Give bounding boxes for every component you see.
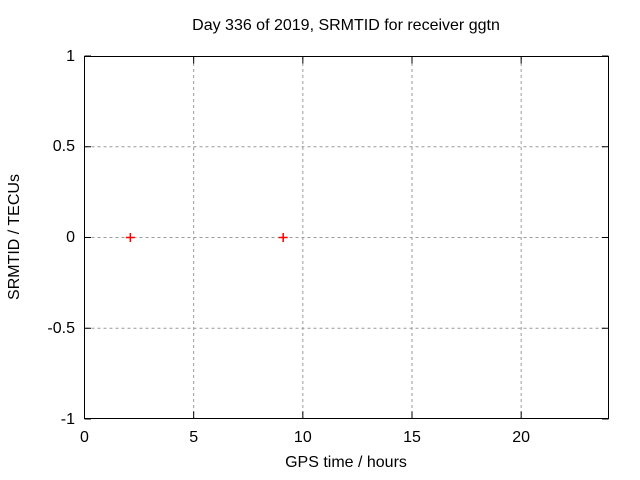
x-tick-label: 15 [403,429,421,446]
x-tick-label: 20 [512,429,531,446]
y-tick-label: -0.5 [47,319,75,337]
data-point-plus-marker [125,233,135,242]
x-tick-label: 10 [293,429,312,446]
y-tick-label: 1 [66,47,75,65]
y-tick-label: 0 [66,229,75,246]
data-point-plus-marker [278,233,288,242]
y-tick-label: -1 [60,410,75,428]
x-tick-label: 0 [80,429,89,446]
chart-title: Day 336 of 2019, SRMTID for receiver ggt… [192,17,500,34]
x-tick-label: 5 [189,429,199,446]
x-axis-label: GPS time / hours [285,454,407,471]
y-tick-label: 0.5 [52,138,75,156]
